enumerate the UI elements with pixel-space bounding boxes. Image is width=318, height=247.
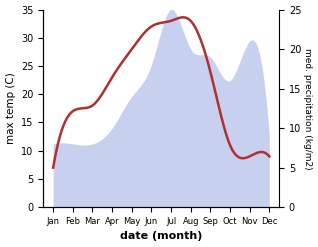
Y-axis label: med. precipitation (kg/m2): med. precipitation (kg/m2) — [303, 48, 313, 169]
Y-axis label: max temp (C): max temp (C) — [5, 72, 16, 144]
X-axis label: date (month): date (month) — [120, 231, 203, 242]
